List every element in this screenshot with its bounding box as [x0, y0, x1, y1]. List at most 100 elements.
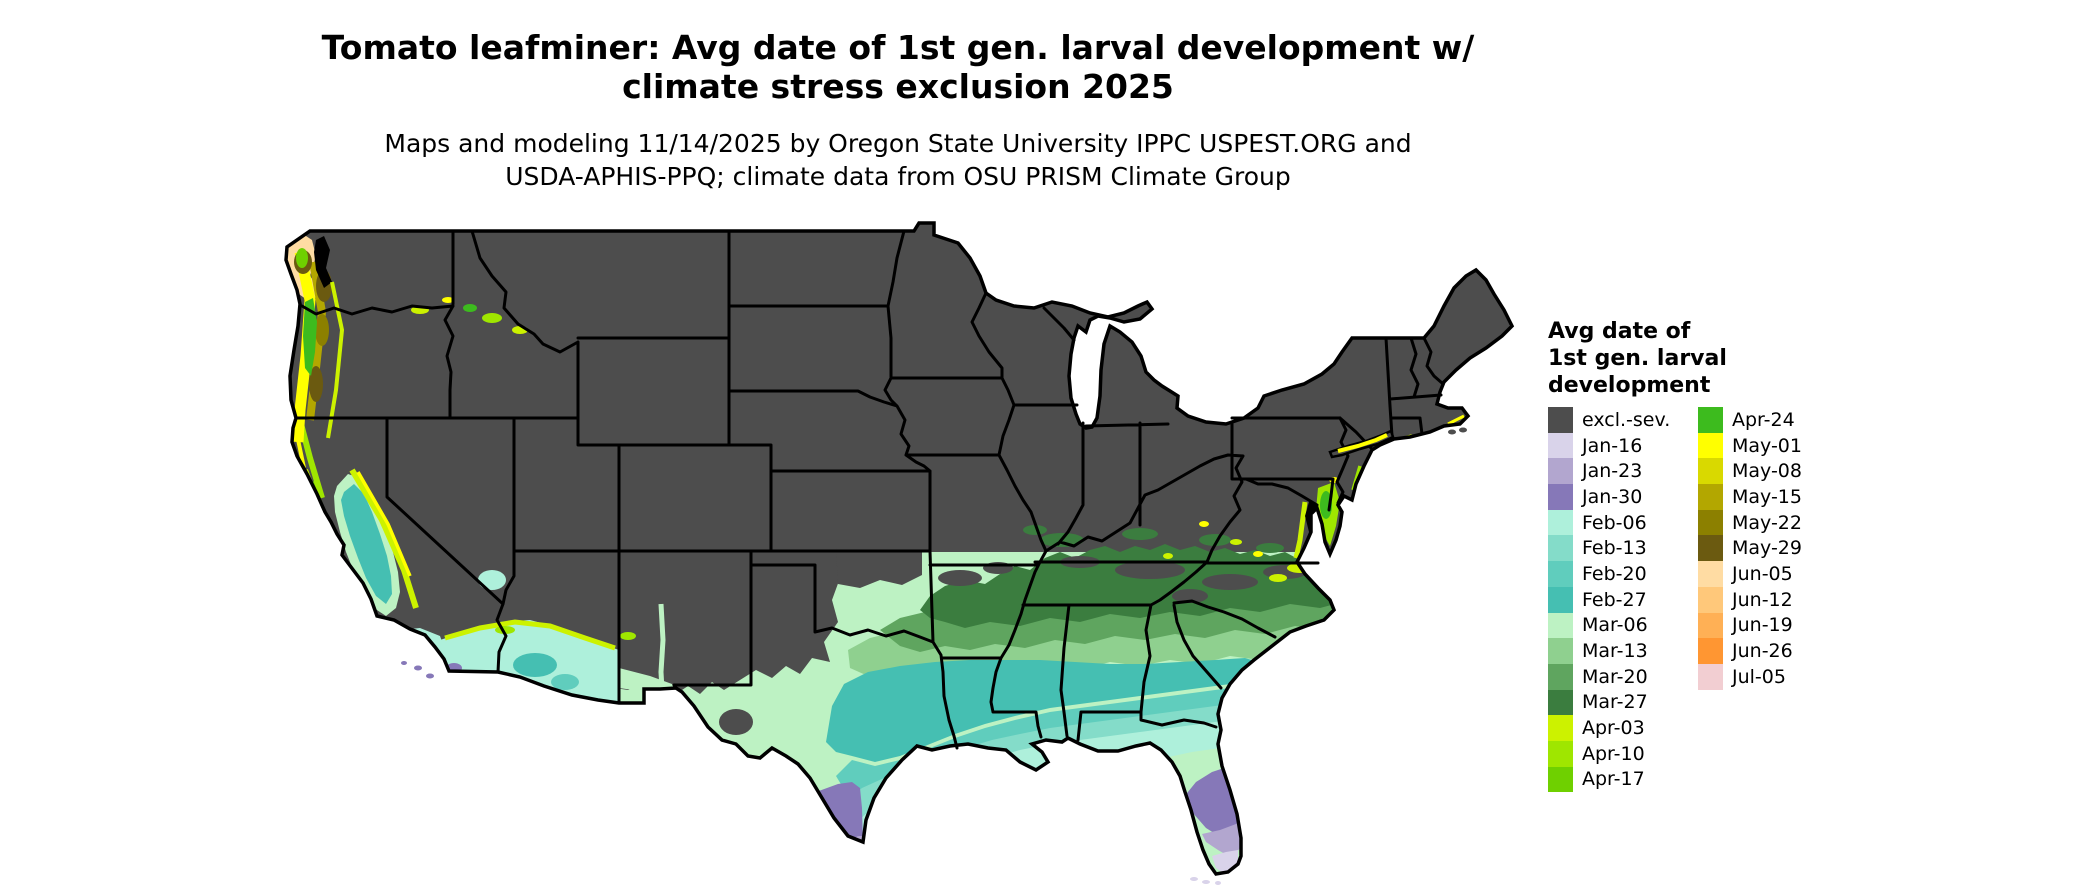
region-puget-green: [296, 248, 308, 268]
legend-title-line3: development: [1548, 373, 1711, 398]
legend-swatch: [1548, 407, 1573, 433]
legend-entry: May-01: [1698, 432, 1802, 459]
region-delmarva-green2: [1320, 491, 1332, 519]
legend-entry: Jan-30: [1548, 484, 1670, 510]
legend-title-line2: 1st gen. larval: [1548, 346, 1727, 371]
region-feb-20-band: [836, 684, 1270, 800]
legend-swatch: [1698, 663, 1723, 690]
legend-swatch: [1548, 689, 1573, 716]
legend-entry: May-22: [1698, 509, 1802, 536]
mottle-gray: [938, 570, 982, 586]
region-cascades-olive: [315, 314, 329, 346]
legend-swatch: [1548, 509, 1573, 536]
region-socal-teal: [410, 643, 430, 653]
region-feb-27-band: [826, 658, 1258, 762]
legend-column-1: excl.-sev. Jan-16 Jan-23 Jan-30 Feb-06 Feb-13…: [1548, 407, 1670, 793]
legend-label: May-29: [1732, 537, 1802, 560]
legend-swatch: [1698, 612, 1723, 639]
legend-swatch: [1548, 535, 1573, 562]
legend-label: Mar-13: [1582, 640, 1648, 663]
legend-entry: Jul-05: [1698, 663, 1802, 690]
legend-label: May-08: [1732, 460, 1802, 483]
legend-swatch: [1548, 561, 1573, 587]
region-capecod-yellow: [1447, 414, 1465, 426]
region-n-texas-gray: [836, 548, 922, 588]
legend-label: excl.-sev.: [1582, 408, 1671, 431]
legend-swatch: [1548, 484, 1573, 510]
legend-label: Jan-16: [1582, 434, 1643, 457]
region-central-valley-teal: [341, 484, 392, 604]
legend-entry: Feb-20: [1548, 561, 1670, 587]
mottle-darkgreen: [1199, 534, 1231, 546]
legend-swatch: [1548, 612, 1573, 639]
region-pnw-east-fringe: [326, 281, 345, 439]
legend-entry: Mar-27: [1548, 689, 1670, 716]
legend-entry: Apr-10: [1548, 740, 1670, 767]
legend-entries: excl.-sev. Jan-16 Jan-23 Jan-30 Feb-06 Feb-13…: [1548, 407, 1828, 807]
legend-label: Jun-05: [1732, 562, 1793, 585]
mottle-gray: [1172, 589, 1208, 603]
legend-label: Jun-26: [1732, 640, 1793, 663]
legend-label: Apr-03: [1582, 717, 1645, 740]
page-title-line2: climate stress exclusion 2025: [622, 67, 1174, 106]
legend-label: Apr-10: [1582, 742, 1645, 765]
region-rio-grande-valley-strip: [658, 603, 666, 691]
legend-column-2: Apr-24 May-01 May-08 May-15 May-22 May-29 Jun-…: [1698, 407, 1802, 690]
legend-entry: May-08: [1698, 458, 1802, 485]
legend-label: May-15: [1732, 485, 1802, 508]
legend-label: Mar-27: [1582, 691, 1648, 714]
region-puget-water: [314, 236, 332, 288]
legend-label: Jan-23: [1582, 460, 1643, 483]
legend-label: Jun-12: [1732, 588, 1793, 611]
legend-swatch: [1548, 740, 1573, 767]
subtitle-line2: USDA-APHIS-PPQ; climate data from OSU PR…: [505, 162, 1291, 191]
legend-entry: Feb-13: [1548, 535, 1670, 562]
legend-entry: May-29: [1698, 535, 1802, 562]
legend-swatch: [1698, 407, 1723, 433]
channel-island2: [426, 673, 434, 679]
legend-entry: excl.-sev.: [1548, 407, 1670, 433]
legend-swatch: [1548, 663, 1573, 690]
mottle-gray: [1115, 561, 1185, 579]
region-idaho-speck1: [482, 313, 502, 323]
legend-swatch: [1548, 766, 1573, 793]
legend-swatch: [1548, 638, 1573, 664]
mottle-darkgreen: [1256, 543, 1284, 553]
legend-entry: Jan-16: [1548, 432, 1670, 459]
region-phoenix-teal: [513, 653, 557, 677]
map-header: Tomato leafminer: Avg date of 1st gen. l…: [0, 28, 1796, 193]
region-fl-jan23: [1202, 820, 1241, 858]
channel-island1: [414, 665, 422, 671]
legend-swatch: [1548, 432, 1573, 459]
region-nc-chartreuse: [1269, 574, 1287, 582]
legend-entry: Jan-23: [1548, 458, 1670, 485]
legend-swatch: [1548, 715, 1573, 741]
legend-entry: Jun-05: [1698, 561, 1802, 587]
legend-entry: Apr-17: [1548, 766, 1670, 793]
ma-island2: [1459, 427, 1467, 433]
legend-swatch: [1698, 561, 1723, 587]
legend-entry: Feb-06: [1548, 509, 1670, 536]
legend-entry: Jun-26: [1698, 638, 1802, 664]
legend-swatch: [1548, 586, 1573, 613]
legend-swatch: [1698, 535, 1723, 562]
legend-label: Jun-19: [1732, 614, 1793, 637]
state-borders: [294, 229, 1444, 750]
region-mogollon-fringe: [444, 619, 616, 651]
legend: Avg date of 1st gen. larval development …: [1548, 318, 1828, 807]
legend-label: Feb-06: [1582, 511, 1647, 534]
legend-label: Apr-17: [1582, 768, 1645, 791]
legend-label: May-22: [1732, 511, 1802, 534]
legend-swatch: [1698, 458, 1723, 485]
long-island: [1328, 429, 1395, 459]
region-appalachia-speck3: [1253, 551, 1263, 557]
legend-entry: Jun-12: [1698, 586, 1802, 613]
ma-island1: [1448, 429, 1456, 435]
channel-island3: [401, 661, 407, 665]
region-chesapeake-west-green: [1293, 501, 1308, 559]
legend-entry: Apr-24: [1698, 407, 1802, 433]
mottle-darkgreen: [1023, 525, 1047, 535]
florida-key3: [1215, 881, 1221, 885]
page-title-line1: Tomato leafminer: Avg date of 1st gen. l…: [321, 28, 1475, 67]
